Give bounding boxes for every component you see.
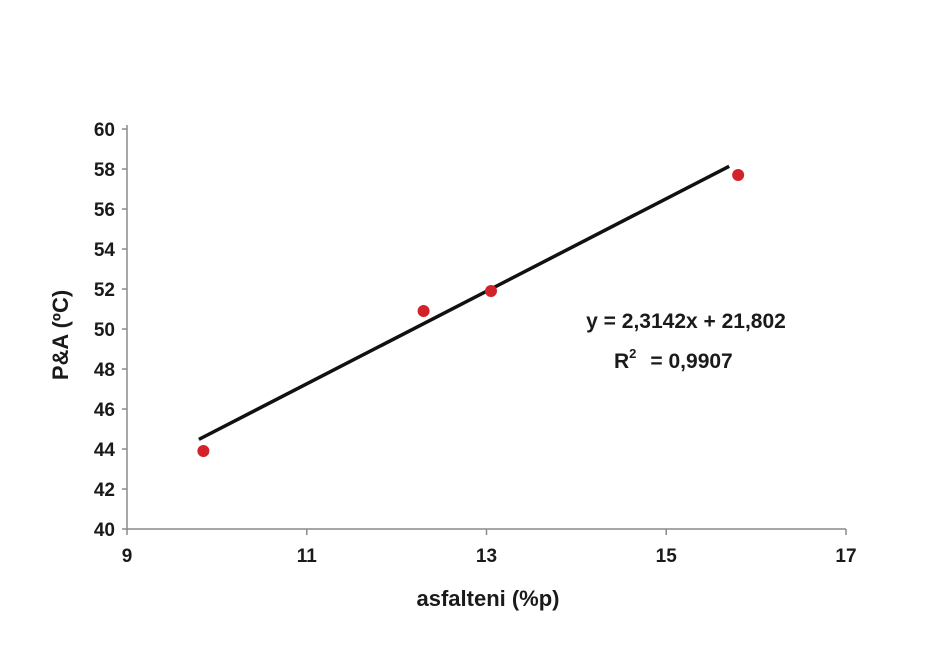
r-squared-label: R2 = 0,9907 (614, 346, 733, 373)
r-squared-value: = 0,9907 (650, 350, 732, 373)
data-point (484, 285, 497, 297)
trendline-equation: y = 2,3142x + 21,802 (586, 310, 786, 333)
data-points (197, 169, 745, 457)
y-tick-label: 44 (94, 440, 116, 461)
y-tick-label: 58 (94, 160, 115, 181)
y-axis-ticks: 40 42 44 46 48 50 52 54 56 58 60 (94, 120, 127, 541)
data-point (197, 445, 210, 457)
y-tick-label: 48 (94, 360, 115, 381)
x-tick-label: 11 (297, 546, 318, 567)
y-tick-label: 40 (94, 520, 115, 541)
y-axis-title: P&A (ºC) (48, 290, 73, 380)
x-axis-title: asfalteni (%p) (416, 586, 559, 611)
data-point (417, 305, 430, 317)
r-squared-symbol: R (614, 350, 629, 373)
x-tick-label: 15 (656, 546, 678, 567)
y-tick-label: 46 (94, 400, 115, 421)
x-axis-ticks: 9 11 13 15 17 (122, 529, 857, 567)
y-tick-label: 56 (94, 200, 115, 221)
x-tick-label: 9 (122, 546, 133, 567)
y-tick-label: 52 (94, 280, 115, 301)
x-tick-label: 13 (476, 546, 497, 567)
y-tick-label: 54 (94, 240, 116, 261)
data-point (732, 169, 745, 181)
svg-text:R2= 0,9907: R2 = 0,9907 (614, 346, 733, 373)
x-tick-label: 17 (835, 546, 856, 567)
y-tick-label: 42 (94, 480, 115, 501)
r-squared-exponent: 2 (629, 346, 636, 361)
y-tick-label: 50 (94, 320, 115, 341)
trendline (198, 164, 730, 441)
y-tick-label: 60 (94, 120, 115, 141)
